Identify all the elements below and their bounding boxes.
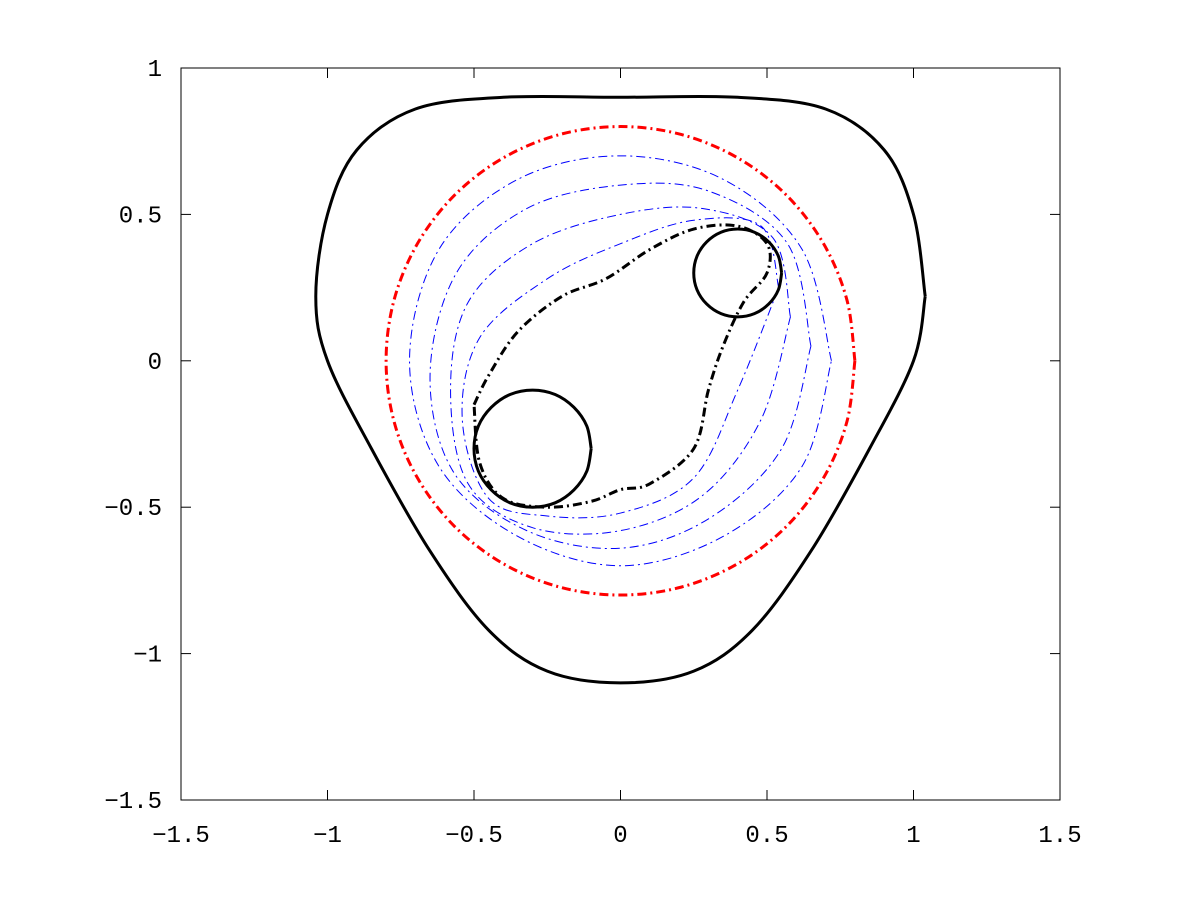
y-tick-label: −1 [133, 643, 162, 670]
x-tick-label: 0 [613, 823, 627, 850]
y-tick-label: −1.5 [104, 789, 162, 816]
curve [472, 223, 772, 509]
x-tick-label: 0.5 [745, 823, 788, 850]
y-tick-label: −0.5 [104, 496, 162, 523]
curve [384, 125, 857, 597]
x-tick-label: 1.5 [1038, 823, 1081, 850]
y-tick-label: 0.5 [119, 203, 162, 230]
y-tick-label: 0 [148, 350, 162, 377]
plot-frame [180, 67, 1061, 801]
curve [314, 94, 927, 685]
y-tick-label: 1 [148, 57, 162, 84]
curve [472, 388, 593, 509]
curve [692, 227, 784, 319]
x-tick-label: −1 [313, 823, 342, 850]
x-tick-label: −1.5 [152, 823, 210, 850]
curve [429, 182, 812, 550]
x-tick-label: −0.5 [445, 823, 503, 850]
curve [409, 155, 832, 567]
x-tick-label: 1 [906, 823, 920, 850]
curve [450, 206, 791, 535]
curve [461, 217, 780, 519]
